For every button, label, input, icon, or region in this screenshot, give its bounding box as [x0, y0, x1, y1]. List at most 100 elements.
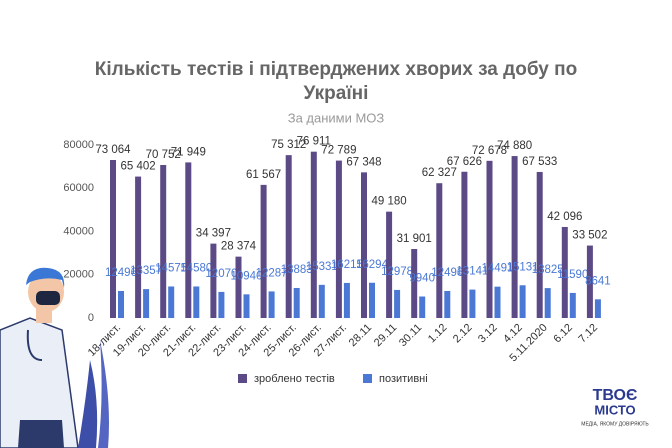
chart-subtitle: За даними МОЗ [288, 110, 385, 125]
value-label: 8641 [585, 275, 611, 287]
value-label: 74 880 [497, 140, 532, 152]
value-label: 61 567 [246, 169, 281, 181]
value-label: 70 752 [146, 149, 181, 161]
value-label: 11590 [557, 269, 588, 281]
value-label: 12287 [256, 267, 288, 279]
legend-swatch [238, 374, 247, 383]
x-tick-label: 1.12 [426, 322, 450, 346]
y-tick-label: 80000 [63, 139, 94, 151]
bar [218, 291, 225, 318]
bar [268, 291, 275, 318]
x-tick-label: 30.11 [397, 322, 424, 349]
bar [193, 286, 200, 318]
x-tick-label: 7.12 [576, 322, 600, 346]
value-label: 15131 [507, 261, 539, 273]
logo-box [582, 386, 648, 432]
value-label: 14575 [155, 263, 187, 275]
bar [386, 211, 393, 318]
bar [343, 282, 350, 318]
bar [118, 290, 124, 318]
bar [285, 155, 292, 318]
value-label: 12978 [381, 266, 413, 278]
bar [594, 299, 601, 318]
bar [544, 288, 551, 318]
value-label: 14491 [482, 263, 514, 275]
bar [168, 286, 175, 318]
bar [519, 285, 526, 318]
value-label: 71 949 [171, 146, 206, 158]
bar [335, 160, 342, 318]
value-label: 72 678 [472, 145, 507, 157]
bar [419, 296, 426, 318]
value-label: 28 374 [221, 241, 257, 253]
legend-swatch [363, 374, 372, 383]
logo-tagline: МЕДІА, ЯКОМУ ДОВІРЯЮТЬ [581, 421, 649, 427]
value-label: 10940 [231, 270, 263, 282]
bar [394, 289, 401, 318]
x-tick-label: 2.12 [451, 322, 475, 346]
bar [511, 156, 518, 318]
legend-label: позитивні [379, 373, 428, 385]
bar [143, 289, 150, 318]
value-label: 42 096 [547, 211, 582, 223]
bar [235, 256, 242, 318]
value-label: 34 397 [196, 228, 231, 240]
bar [293, 287, 300, 318]
value-label: 73 064 [95, 144, 131, 156]
bar [469, 289, 476, 318]
value-label: 16215 [331, 259, 363, 271]
value-label: 13141 [456, 266, 488, 278]
bar [461, 171, 468, 318]
bar [436, 183, 443, 318]
bar [494, 286, 501, 318]
value-label: 33 502 [572, 230, 607, 242]
chart-title: Кількість тестів і підтверджених хворих … [94, 59, 578, 104]
bar [318, 284, 325, 318]
bar [536, 171, 543, 318]
value-label: 14580 [180, 263, 212, 275]
value-label: 15331 [306, 261, 338, 273]
bar [361, 172, 367, 318]
x-tick-label: 29.11 [372, 322, 399, 349]
x-tick-label: 3.12 [476, 322, 500, 346]
value-label: 49 180 [372, 196, 407, 208]
value-label: 67 626 [447, 156, 482, 168]
bar [486, 160, 493, 318]
bar [260, 184, 267, 318]
y-tick-label: 0 [88, 312, 94, 324]
y-tick-label: 60000 [63, 182, 94, 194]
logo-name: ТВОЄ [593, 387, 638, 404]
doctor [0, 267, 109, 448]
bar [185, 162, 192, 318]
bar [569, 292, 576, 318]
value-label: 16294 [356, 259, 389, 271]
value-label: 65 402 [121, 161, 156, 173]
value-label: 12496 [105, 267, 137, 279]
value-label: 67 348 [346, 156, 381, 168]
y-tick-label: 40000 [63, 225, 94, 237]
value-label: 12070 [205, 268, 237, 280]
bar [210, 243, 217, 318]
value-label: 13825 [532, 264, 564, 276]
bar [135, 176, 142, 318]
x-tick-label: 28.11 [347, 322, 374, 349]
value-label: 31 901 [397, 233, 432, 245]
value-label: 62 327 [422, 167, 457, 179]
legend-label: зроблено тестів [254, 373, 335, 385]
value-label: 13357 [130, 265, 162, 277]
bar [243, 294, 250, 318]
logo-name: МІСТО [594, 402, 635, 417]
bar [160, 164, 167, 318]
value-label: 75 312 [271, 139, 306, 151]
x-tick-label: 6.12 [551, 322, 575, 346]
value-label: 67 533 [522, 156, 557, 168]
value-label: 9940 [409, 273, 435, 285]
bar [586, 245, 593, 318]
value-label: 12496 [431, 267, 463, 279]
bar [411, 249, 418, 318]
bar [110, 159, 116, 318]
value-label: 76 911 [297, 136, 331, 148]
bar [310, 151, 317, 318]
bar [561, 226, 568, 318]
